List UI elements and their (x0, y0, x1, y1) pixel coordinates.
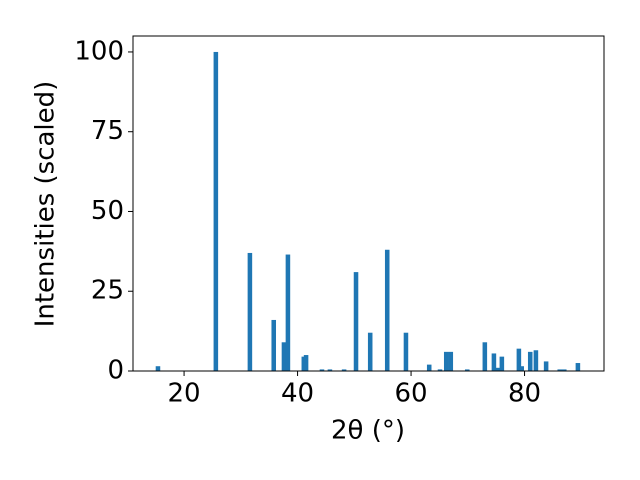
bar (491, 353, 497, 371)
y-axis-label: Intensities (scaled) (31, 81, 61, 328)
bar (426, 364, 432, 371)
bar (516, 348, 522, 371)
bar (247, 252, 253, 371)
bar (353, 272, 359, 371)
y-tick-label: 100 (74, 36, 124, 66)
bar (448, 351, 454, 371)
x-tick-label: 80 (508, 379, 541, 409)
x-axis-label: 2θ (°) (331, 416, 405, 446)
x-tick-label: 20 (168, 379, 201, 409)
bar (499, 356, 505, 371)
plot-frame (132, 35, 605, 372)
bar (155, 366, 161, 371)
y-tick-label: 25 (91, 276, 124, 306)
bar (384, 249, 390, 371)
x-tick-label: 40 (281, 379, 314, 409)
bar (213, 51, 219, 371)
bar (271, 319, 277, 371)
y-tick-label: 0 (107, 356, 124, 386)
bar (533, 350, 539, 371)
bar (285, 254, 291, 371)
bar (557, 369, 563, 371)
bar (482, 342, 488, 371)
bar (341, 369, 347, 371)
bar (327, 369, 333, 371)
y-tick-label: 75 (91, 116, 124, 146)
bar (303, 355, 309, 371)
bar (281, 342, 287, 371)
bar (527, 351, 533, 371)
x-tick-label: 60 (395, 379, 428, 409)
bar (301, 356, 307, 371)
bar (437, 369, 443, 371)
bar (319, 369, 325, 371)
bar (495, 367, 501, 371)
bar (543, 361, 549, 371)
bar (403, 332, 409, 371)
bar (575, 363, 581, 371)
bar (519, 366, 524, 371)
bar (464, 369, 470, 371)
y-tick-label: 50 (91, 196, 124, 226)
bar (443, 351, 449, 371)
bar (367, 332, 373, 371)
bar (562, 369, 567, 371)
